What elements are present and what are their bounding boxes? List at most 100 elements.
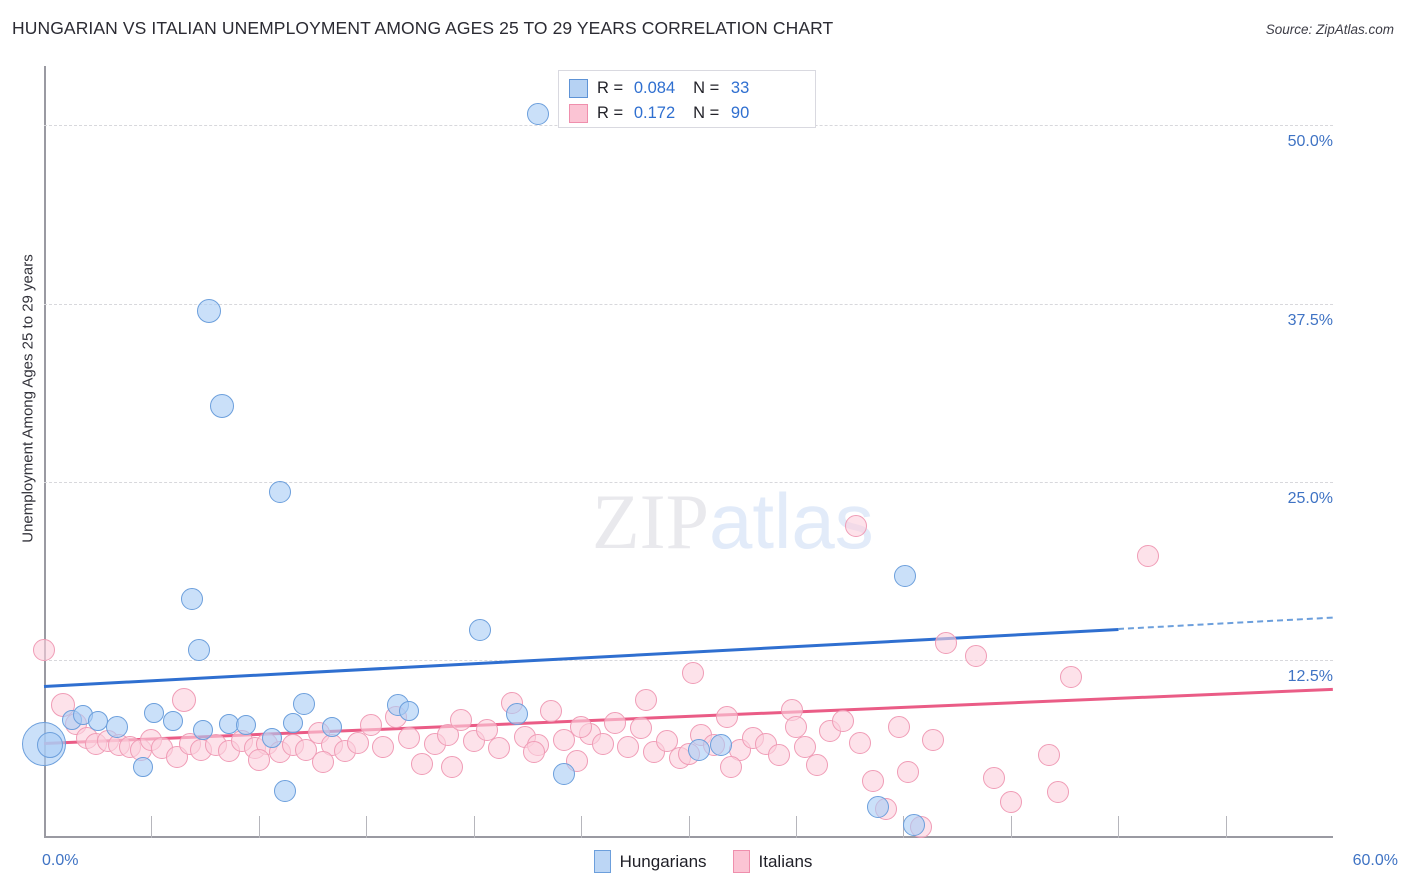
data-point-italians — [922, 728, 945, 751]
data-point-hungarians — [261, 728, 282, 749]
y-axis-line — [44, 66, 46, 838]
data-point-italians — [436, 724, 459, 747]
x-axis-tick — [1225, 816, 1227, 838]
n-label-hungarians: N = — [693, 79, 720, 97]
data-point-hungarians — [192, 719, 213, 740]
n-label-italians: N = — [693, 104, 720, 122]
data-point-italians — [312, 751, 335, 774]
page-title: HUNGARIAN VS ITALIAN UNEMPLOYMENT AMONG … — [12, 18, 834, 38]
y-axis-tick-label: 37.5% — [1287, 311, 1333, 329]
data-point-italians — [33, 638, 55, 661]
italians-swatch-icon — [569, 104, 588, 123]
data-point-hungarians — [292, 693, 315, 716]
data-point-italians — [832, 710, 855, 733]
gridline-25.0% — [44, 481, 1333, 483]
hungarians-swatch-icon — [569, 79, 588, 98]
watermark-zip: ZIP — [592, 478, 709, 565]
series-legend: Hungarians Italians — [0, 850, 1406, 873]
zipatlas-watermark: ZIPatlas — [592, 482, 874, 561]
legend-label-italians: Italians — [758, 851, 813, 871]
data-point-italians — [372, 735, 395, 758]
x-axis-tick — [688, 816, 690, 838]
data-point-hungarians — [162, 711, 183, 732]
y-axis-title: Unemployment Among Ages 25 to 29 years — [19, 254, 37, 543]
data-point-italians — [604, 711, 627, 734]
data-point-italians — [540, 700, 562, 723]
data-point-hungarians — [688, 738, 711, 761]
data-point-hungarians — [399, 701, 420, 722]
data-point-italians — [449, 708, 472, 731]
legend-entry-italians[interactable]: Italians — [732, 850, 813, 873]
x-axis-tick — [1118, 816, 1120, 838]
data-point-italians — [1047, 781, 1069, 804]
x-axis-label-min: 0.0% — [42, 852, 79, 869]
data-point-italians — [634, 688, 657, 711]
data-point-hungarians — [187, 638, 210, 661]
data-point-italians — [617, 735, 640, 758]
data-point-hungarians — [552, 762, 575, 785]
x-axis-tick — [366, 816, 368, 838]
x-axis-tick — [473, 816, 475, 838]
n-value-italians: 90 — [730, 104, 750, 122]
data-point-hungarians — [527, 103, 550, 126]
data-point-italians — [845, 514, 868, 537]
data-point-italians — [295, 738, 318, 761]
data-point-italians — [475, 718, 498, 741]
data-point-italians — [247, 748, 270, 771]
data-point-hungarians — [87, 711, 108, 732]
data-point-italians — [1038, 744, 1061, 767]
data-point-italians — [346, 731, 369, 754]
data-point-italians — [999, 791, 1022, 814]
data-point-italians — [630, 717, 653, 740]
data-point-italians — [896, 761, 919, 784]
data-point-italians — [522, 741, 545, 764]
data-point-hungarians — [283, 712, 304, 733]
x-axis-tick — [151, 816, 153, 838]
data-point-hungarians — [197, 298, 222, 323]
y-axis-tick-label: 12.5% — [1287, 667, 1333, 685]
data-point-hungarians — [181, 587, 204, 610]
data-point-italians — [570, 715, 593, 738]
data-point-hungarians — [505, 703, 528, 725]
r-value-hungarians: 0.084 — [633, 79, 676, 97]
data-point-hungarians — [106, 715, 129, 738]
data-point-italians — [552, 728, 575, 751]
data-point-hungarians — [866, 795, 889, 818]
correlation-legend-row-hungarians: R = 0.084 N = 33 — [569, 76, 805, 101]
y-axis-tick-label: 50.0% — [1287, 133, 1333, 151]
data-point-italians — [1059, 665, 1082, 688]
hungarians-legend-swatch-icon — [593, 850, 611, 873]
data-point-italians — [935, 631, 958, 654]
data-point-hungarians — [143, 702, 164, 723]
legend-entry-hungarians[interactable]: Hungarians — [593, 850, 707, 873]
data-point-italians — [784, 715, 807, 738]
data-point-italians — [965, 644, 988, 667]
data-point-italians — [720, 755, 743, 778]
data-point-italians — [767, 744, 790, 767]
data-point-hungarians — [894, 564, 917, 587]
plot-area: ZIPatlas 12.5% 25.0% 37.5% 50.0% — [22, 66, 1334, 838]
data-point-italians — [398, 727, 421, 750]
source-attribution: Source: ZipAtlas.com — [1265, 22, 1394, 37]
r-label-italians: R = — [597, 104, 624, 122]
n-value-hungarians: 33 — [730, 79, 750, 97]
trend-line-hungarians-extrapolated — [1118, 616, 1334, 631]
x-axis-tick — [581, 816, 583, 838]
data-point-italians — [888, 715, 911, 738]
data-point-hungarians — [235, 715, 256, 736]
x-axis-label-max: 60.0% — [1352, 852, 1398, 869]
data-point-hungarians — [210, 394, 235, 419]
gridline-12.5% — [44, 659, 1333, 661]
x-axis-tick — [795, 816, 797, 838]
data-point-italians — [411, 752, 434, 775]
data-point-italians — [982, 767, 1005, 790]
correlation-legend: R = 0.084 N = 33 R = 0.172 N = 90 — [558, 70, 816, 128]
data-point-hungarians — [469, 618, 492, 641]
data-point-hungarians — [321, 716, 342, 737]
x-axis-tick — [258, 816, 260, 838]
gridline-37.5% — [44, 303, 1333, 305]
correlation-legend-row-italians: R = 0.172 N = 90 — [569, 101, 805, 126]
italians-legend-swatch-icon — [732, 850, 750, 873]
data-point-italians — [656, 730, 679, 753]
data-point-hungarians — [903, 814, 926, 837]
